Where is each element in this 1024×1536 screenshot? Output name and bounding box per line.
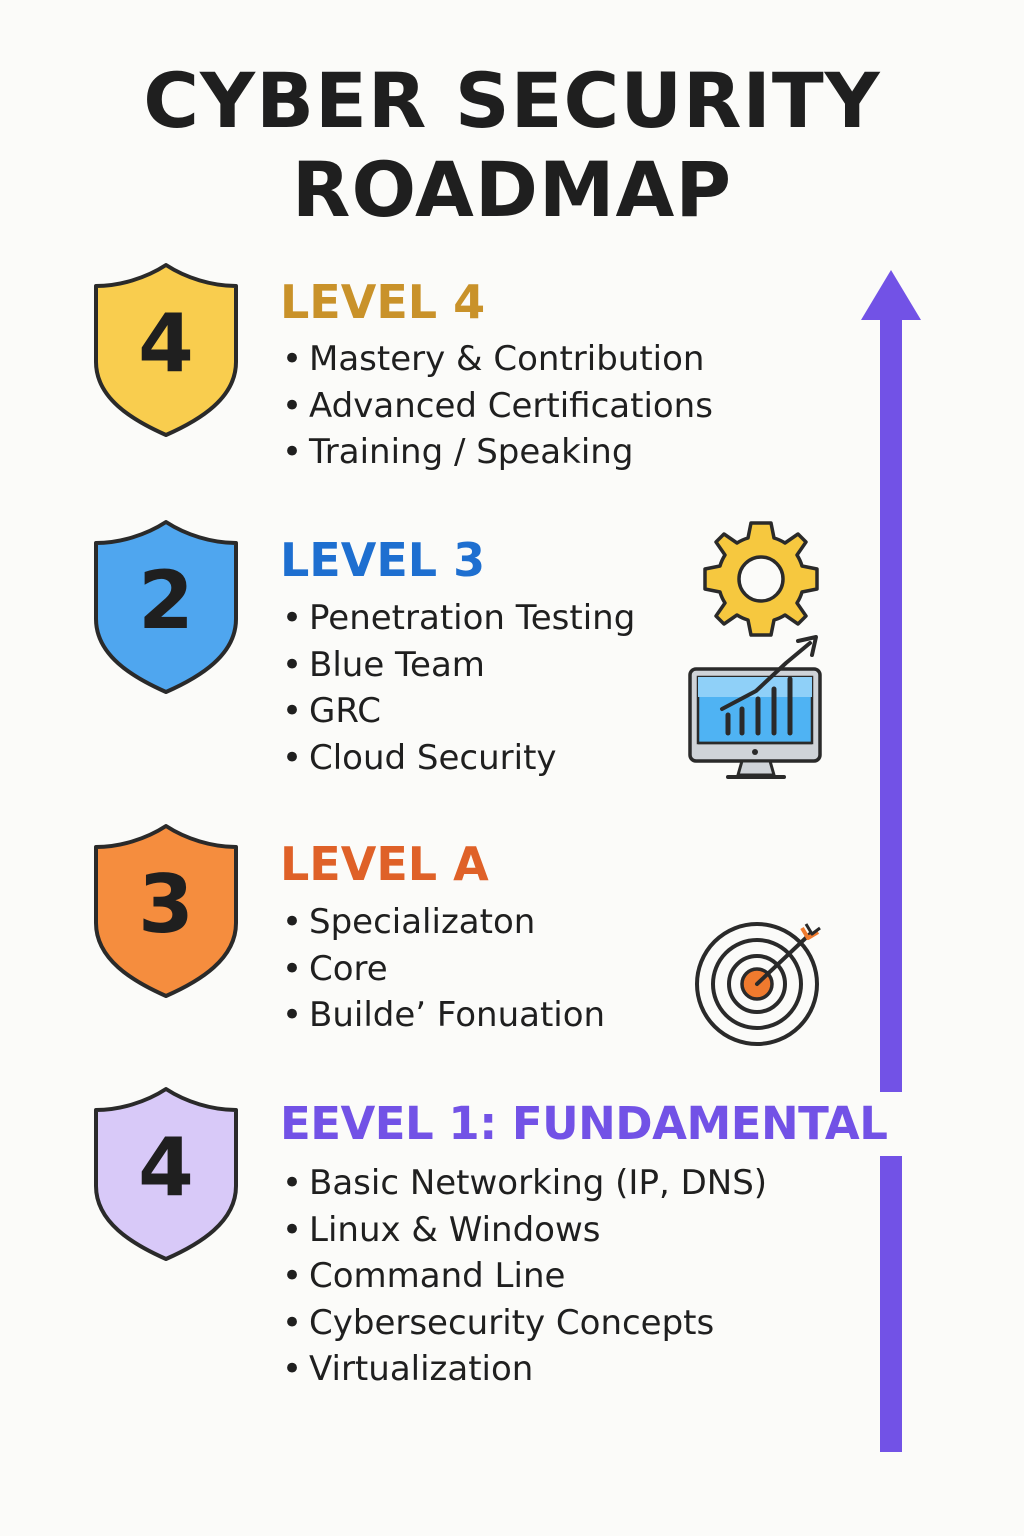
shield-number: 2 bbox=[138, 554, 194, 647]
shield-icon bbox=[94, 824, 238, 998]
list-item-label: Core bbox=[309, 948, 388, 989]
shield-badge: 3 bbox=[92, 823, 240, 999]
list-item-label: Basic Networking (IP, DNS) bbox=[309, 1163, 768, 1203]
list-item: • Virtualization bbox=[282, 1349, 534, 1389]
progress-arrow-icon bbox=[860, 270, 922, 1452]
shield-icon bbox=[94, 520, 238, 694]
list-item: • Cloud Security bbox=[282, 737, 557, 778]
list-item: • Penetration Testing bbox=[282, 598, 636, 638]
shield-icon bbox=[94, 1087, 238, 1261]
monitor-chart-icon bbox=[686, 633, 826, 783]
list-item-label: Advanced Certifications bbox=[309, 385, 713, 426]
list-item: • Cybersecurity Concepts bbox=[282, 1302, 715, 1343]
list-item-label: Training / Speaking bbox=[309, 432, 634, 472]
list-item-label: Command Line bbox=[309, 1256, 566, 1296]
target-icon bbox=[690, 920, 825, 1048]
list-item-label: Linux & Windows bbox=[309, 1209, 601, 1250]
list-item: • Specializaton bbox=[282, 902, 536, 942]
level-heading: LEVEL 3 bbox=[280, 533, 486, 587]
list-item: • Linux & Windows bbox=[282, 1209, 601, 1250]
level-item-list: • Penetration Testing • Blue Team • GRC • Cl… bbox=[282, 595, 635, 781]
list-item: • Training / Speaking bbox=[282, 432, 634, 472]
list-item-label: Specializaton bbox=[309, 902, 536, 942]
level-heading: LEVEL 4 bbox=[280, 275, 486, 329]
shield-icon bbox=[94, 263, 238, 437]
list-item: • Advanced Certifications bbox=[282, 385, 713, 426]
list-item: • Command Line bbox=[282, 1256, 566, 1296]
list-item: • GRC bbox=[282, 691, 382, 731]
list-item-label: Penetration Testing bbox=[309, 598, 636, 638]
page-title-line-1: CYBER SECURITY bbox=[143, 56, 881, 145]
shield-number: 4 bbox=[138, 297, 194, 390]
list-item: • Builde’ Fonuation bbox=[282, 995, 606, 1035]
page-title-line-2: ROADMAP bbox=[291, 145, 733, 234]
level-item-list: • Specializaton • Core • Builde’ Fonuation bbox=[282, 899, 605, 1039]
shield-badge: 4 bbox=[92, 262, 240, 438]
list-item-label: GRC bbox=[309, 691, 382, 731]
list-item-label: Cybersecurity Concepts bbox=[309, 1302, 715, 1343]
list-item: • Basic Networking (IP, DNS) bbox=[282, 1163, 768, 1203]
gear-icon bbox=[700, 518, 822, 640]
list-item: • Blue Team bbox=[282, 644, 485, 685]
level-item-list: • Basic Networking (IP, DNS) • Linux & Win… bbox=[282, 1160, 767, 1393]
list-item-label: Blue Team bbox=[309, 644, 485, 685]
list-item-label: Builde’ Fonuation bbox=[309, 995, 606, 1035]
level-heading: EEVEL 1: FUNDAMENTAL bbox=[280, 1097, 888, 1150]
list-item: • Core bbox=[282, 948, 388, 989]
list-item-label: Virtualization bbox=[309, 1349, 534, 1389]
list-item: • Mastery & Contribution bbox=[282, 339, 705, 379]
shield-badge: 2 bbox=[92, 519, 240, 695]
shield-number: 4 bbox=[138, 1121, 194, 1214]
level-item-list: • Mastery & Contribution • Advanced Certif… bbox=[282, 336, 713, 476]
level-heading: LEVEL A bbox=[280, 837, 489, 891]
shield-number: 3 bbox=[138, 858, 194, 951]
list-item-label: Cloud Security bbox=[309, 737, 557, 778]
list-item-label: Mastery & Contribution bbox=[309, 339, 705, 379]
shield-badge: 4 bbox=[92, 1086, 240, 1262]
